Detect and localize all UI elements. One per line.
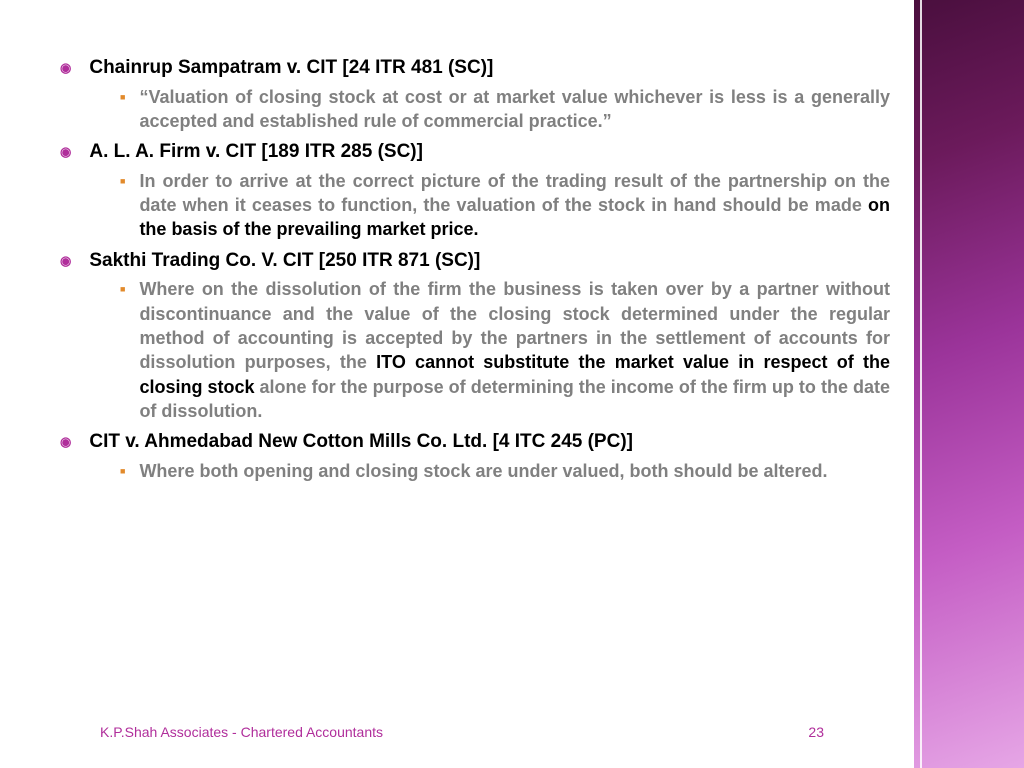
case-sub-row: ■ Where both opening and closing stock a… [60, 459, 890, 483]
case-heading: ◉ Sakthi Trading Co. V. CIT [250 ITR 871… [60, 248, 890, 274]
case-sub-text: “Valuation of closing stock at cost or a… [139, 85, 890, 134]
case-heading: ◉ CIT v. Ahmedabad New Cotton Mills Co. … [60, 429, 890, 455]
decorative-sidebar [914, 0, 1024, 768]
bullet-icon: ◉ [60, 433, 71, 451]
sub-bullet-icon: ■ [120, 466, 125, 476]
case-sub-text: Where both opening and closing stock are… [139, 459, 827, 483]
page-number: 23 [808, 724, 824, 740]
case-sub-row: ■ In order to arrive at the correct pict… [60, 169, 890, 242]
slide-content: ◉ Chainrup Sampatram v. CIT [24 ITR 481 … [60, 55, 890, 489]
bullet-icon: ◉ [60, 252, 71, 270]
case-item: ◉ A. L. A. Firm v. CIT [189 ITR 285 (SC)… [60, 139, 890, 242]
case-title: A. L. A. Firm v. CIT [189 ITR 285 (SC)] [89, 139, 423, 165]
sub-bullet-icon: ■ [120, 176, 125, 186]
case-sub-text: Where on the dissolution of the firm the… [139, 277, 890, 423]
footer-attribution: K.P.Shah Associates - Chartered Accounta… [100, 724, 383, 740]
case-item: ◉ CIT v. Ahmedabad New Cotton Mills Co. … [60, 429, 890, 483]
bullet-icon: ◉ [60, 59, 71, 77]
case-sub-text: In order to arrive at the correct pictur… [139, 169, 890, 242]
case-item: ◉ Chainrup Sampatram v. CIT [24 ITR 481 … [60, 55, 890, 133]
case-title: CIT v. Ahmedabad New Cotton Mills Co. Lt… [89, 429, 633, 455]
case-heading: ◉ A. L. A. Firm v. CIT [189 ITR 285 (SC)… [60, 139, 890, 165]
case-title: Chainrup Sampatram v. CIT [24 ITR 481 (S… [89, 55, 493, 81]
case-sub-row: ■ Where on the dissolution of the firm t… [60, 277, 890, 423]
bullet-icon: ◉ [60, 143, 71, 161]
sub-bullet-icon: ■ [120, 284, 125, 294]
case-sub-row: ■ “Valuation of closing stock at cost or… [60, 85, 890, 134]
case-heading: ◉ Chainrup Sampatram v. CIT [24 ITR 481 … [60, 55, 890, 81]
case-item: ◉ Sakthi Trading Co. V. CIT [250 ITR 871… [60, 248, 890, 423]
case-title: Sakthi Trading Co. V. CIT [250 ITR 871 (… [89, 248, 480, 274]
sub-bullet-icon: ■ [120, 92, 125, 102]
